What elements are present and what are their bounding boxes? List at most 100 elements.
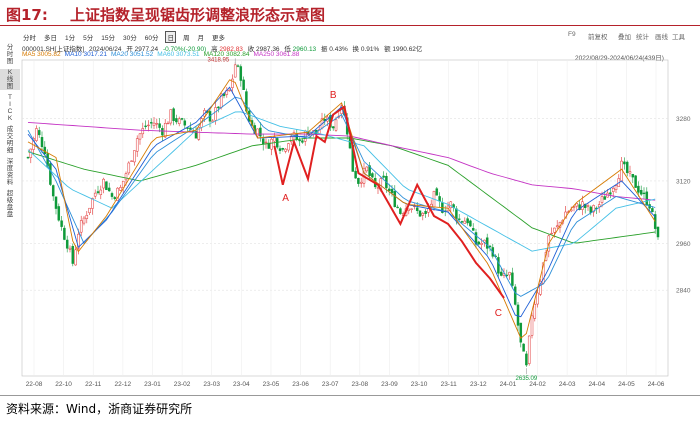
candle-body <box>513 286 517 305</box>
ma-line-ma250 <box>27 121 656 201</box>
candle-body <box>469 220 472 227</box>
candle-body <box>231 78 234 88</box>
sidebar-item-4[interactable]: 深度资料 <box>6 158 14 186</box>
candle-body <box>589 206 593 213</box>
period-1[interactable]: 多日 <box>44 35 57 42</box>
y-tick-label: 3280 <box>676 116 691 123</box>
x-tick-label: 23-10 <box>411 381 428 388</box>
x-tick-label: 23-12 <box>470 381 487 388</box>
candle-body <box>228 89 231 92</box>
period-10[interactable]: 更多 <box>211 35 225 42</box>
candle-body <box>586 205 590 207</box>
ma-line-ma10 <box>27 86 656 318</box>
sidebar-item-5[interactable]: 超级盘盘 <box>6 190 14 218</box>
period-6[interactable]: 60分 <box>144 35 159 42</box>
prev-value: 2987.36 <box>256 46 280 53</box>
tool-2[interactable]: 叠加 <box>618 34 631 41</box>
candle-body <box>93 192 97 197</box>
period-8[interactable]: 周 <box>182 35 190 42</box>
candle-body <box>183 120 187 126</box>
tool-4[interactable]: 画线 <box>655 34 668 41</box>
candle-body <box>539 281 542 295</box>
candle-body <box>354 170 357 179</box>
candle-body <box>65 239 69 249</box>
period-7[interactable]: 日 <box>165 31 176 43</box>
candle-body <box>421 213 425 216</box>
candle-body <box>488 245 492 248</box>
date-range: 2022/08/29-2024/06/24(439日) <box>575 55 664 62</box>
candle-body <box>628 171 632 174</box>
candle-body <box>96 191 100 194</box>
candle-body <box>26 156 30 159</box>
candle-body <box>499 271 503 276</box>
candle-body <box>155 123 159 125</box>
x-tick-label: 22-11 <box>85 381 102 388</box>
candle-body <box>63 227 66 240</box>
candle-body <box>471 228 475 231</box>
candle-body <box>390 189 394 194</box>
candle-body <box>107 187 111 192</box>
tool-1[interactable]: 前复权 <box>588 34 608 41</box>
candle-body <box>455 208 458 220</box>
candle-body <box>169 109 173 124</box>
tool-5[interactable]: 工具 <box>672 34 685 41</box>
x-tick-label: 24-02 <box>529 381 546 388</box>
sidebar-item-0[interactable]: 分时图 <box>6 44 14 65</box>
candle-body <box>54 196 58 209</box>
tool-0[interactable]: F9 <box>568 31 576 38</box>
low-value: 2960.13 <box>292 46 317 53</box>
period-2[interactable]: 1分 <box>65 35 76 42</box>
candle-body <box>631 173 635 178</box>
candle-body <box>102 178 105 189</box>
candle-body <box>642 192 646 195</box>
candle-body <box>127 162 131 174</box>
candle-body <box>270 138 273 150</box>
period-3[interactable]: 5分 <box>83 35 94 42</box>
candle-body <box>130 160 133 162</box>
ma-legend-ma5: MA5 3005.82 <box>22 51 61 58</box>
tool-3[interactable]: 统计 <box>636 34 649 41</box>
candle-body <box>119 187 122 191</box>
period-4[interactable]: 15分 <box>101 35 115 42</box>
candle-body <box>99 189 103 195</box>
x-tick-label: 22-08 <box>26 381 43 388</box>
candle-body <box>77 233 80 249</box>
candle-body <box>357 177 360 184</box>
open-value: 2977.24 <box>134 46 159 53</box>
candle-body <box>133 150 136 163</box>
period-5[interactable]: 30分 <box>122 35 137 42</box>
x-tick-label: 23-08 <box>351 381 368 388</box>
period-9[interactable]: 月 <box>197 35 204 42</box>
candle-body <box>284 148 287 152</box>
candle-body <box>485 237 489 249</box>
candle-body <box>158 123 161 128</box>
ma-line-ma5 <box>27 79 656 340</box>
candle-body <box>214 107 217 121</box>
x-tick-label: 23-11 <box>441 381 458 388</box>
candle-body <box>623 161 626 165</box>
candle-body <box>438 196 441 202</box>
y-tick-label: 2840 <box>676 288 691 295</box>
quote-date: 2024/06/24 <box>88 46 122 53</box>
candle-body <box>536 292 539 305</box>
sidebar-item-3[interactable]: 成交明细 <box>6 126 14 154</box>
candle-body <box>480 243 483 245</box>
candle-body <box>331 126 335 129</box>
candle-body <box>555 225 559 228</box>
candle-body <box>49 163 52 185</box>
plot-frame <box>21 59 669 377</box>
low-label: 低 <box>284 46 291 53</box>
candle-body <box>88 207 91 214</box>
candle-body <box>530 315 534 336</box>
ma-legend-ma20: MA20 3051.52 <box>110 51 154 58</box>
period-0[interactable]: 分时 <box>23 35 36 42</box>
candle-body <box>418 210 422 217</box>
x-tick-label: 24-04 <box>588 381 605 388</box>
high-value: 2982.83 <box>219 46 243 53</box>
candle-body <box>387 188 391 191</box>
candle-body <box>147 124 150 127</box>
x-tick-label: 23-01 <box>144 381 161 388</box>
